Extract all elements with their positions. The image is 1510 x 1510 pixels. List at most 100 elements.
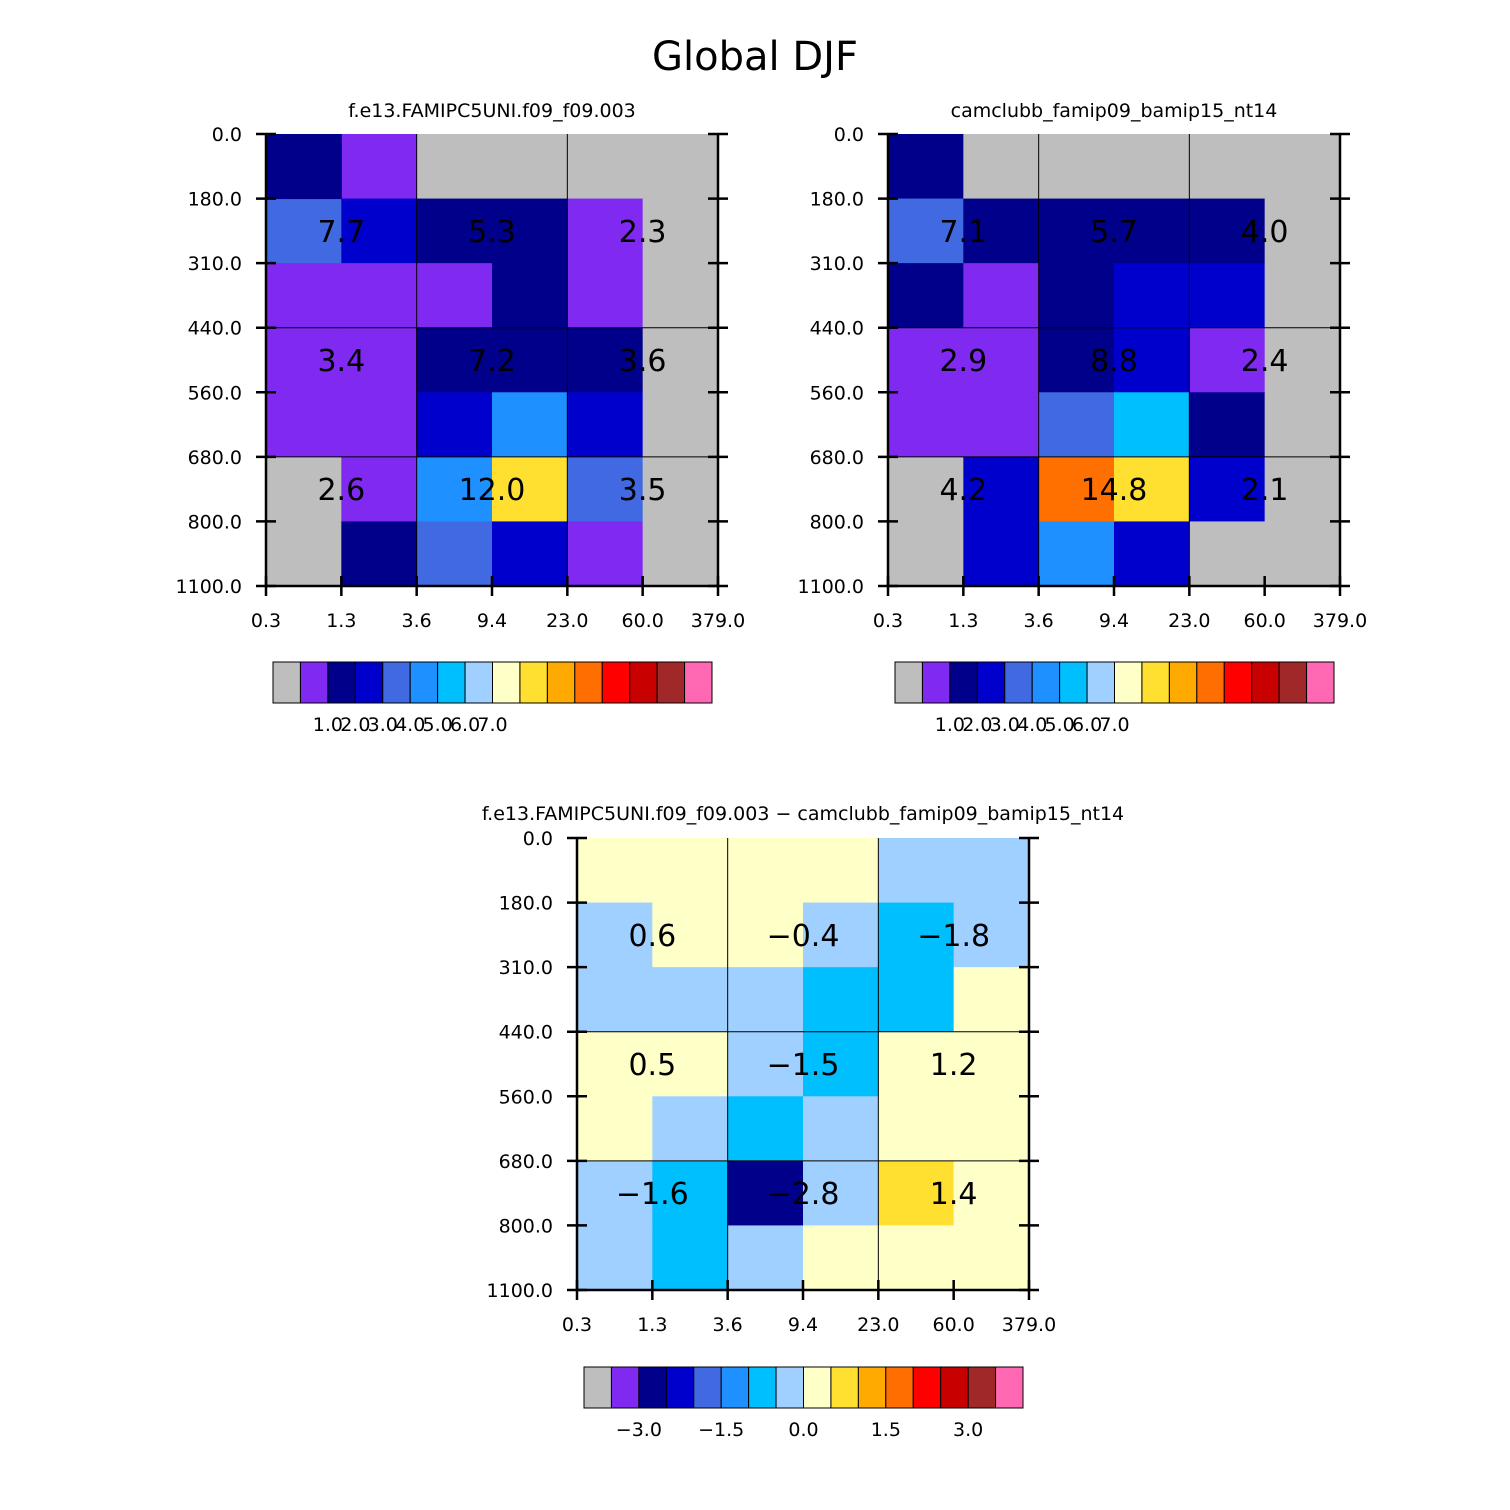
- cell-value-label: 14.8: [1081, 473, 1148, 508]
- colorbar-swatch: [921, 661, 951, 704]
- heatmap-cell: [266, 327, 342, 393]
- heatmap-cell: [1189, 327, 1266, 393]
- panel-title: f.e13.FAMIPC5UNI.f09_f09.003 − camclubb_…: [482, 803, 1124, 825]
- heatmap-cell: [803, 902, 879, 968]
- y-tick-label: 1100.0: [176, 576, 242, 598]
- heatmap-cell: [652, 1031, 729, 1097]
- colorbar-swatch: [1059, 661, 1088, 704]
- cell-value-label: 2.3: [619, 215, 667, 250]
- y-tick-label: 310.0: [188, 253, 242, 275]
- heatmap-cell: [1038, 392, 1115, 458]
- panel-title: f.e13.FAMIPC5UNI.f09_f09.003: [348, 100, 636, 122]
- heatmap-cell: [888, 263, 964, 329]
- heatmap-cell: [1264, 456, 1341, 522]
- colorbar-label: 2.0: [962, 714, 992, 736]
- colorbar-label: 6.0: [1072, 714, 1102, 736]
- y-tick-label: 440.0: [499, 1022, 553, 1044]
- cell-value-label: 7.1: [939, 215, 987, 250]
- heatmap-cell: [416, 392, 493, 458]
- x-tick-label: 1.3: [637, 1314, 667, 1336]
- colorbar-swatch: [995, 1366, 1024, 1409]
- cell-value-label: 2.9: [939, 344, 987, 379]
- y-tick-label: 680.0: [188, 447, 242, 469]
- colorbar-swatch: [409, 661, 439, 704]
- x-tick-label: 379.0: [1313, 610, 1367, 632]
- heatmap-cell: [577, 838, 653, 904]
- heatmap-cell: [1189, 198, 1266, 264]
- cell-value-label: −1.6: [616, 1177, 689, 1212]
- heatmap-cell: [266, 521, 342, 587]
- heatmap-cell: [953, 967, 1030, 1033]
- cell-value-label: 8.8: [1090, 344, 1138, 379]
- y-tick-label: 440.0: [810, 318, 864, 340]
- heatmap-cell: [727, 1225, 804, 1291]
- y-tick-label: 0.0: [834, 124, 864, 146]
- colorbar-swatch: [940, 1366, 969, 1409]
- cell-value-label: 3.4: [317, 344, 365, 379]
- heatmap-cell: [416, 521, 493, 587]
- chart-panel-1: 0.0 180.0 310.0 440.0 560.0 680.0 800.0 1100.0 0…: [176, 100, 746, 736]
- colorbar-swatch: [492, 661, 521, 704]
- y-tick-label: 680.0: [810, 447, 864, 469]
- x-tick-label: 3.6: [402, 610, 432, 632]
- colorbar-swatch: [601, 661, 631, 704]
- heatmap-cell: [888, 456, 964, 522]
- x-tick-label: 0.3: [251, 610, 281, 632]
- y-tick-label: 440.0: [188, 318, 242, 340]
- colorbar-swatch: [976, 661, 1006, 704]
- cell-value-label: 3.5: [619, 473, 667, 508]
- colorbar-label: 5.0: [423, 714, 453, 736]
- colorbar-label: 2.0: [340, 714, 370, 736]
- x-tick-label: 60.0: [622, 610, 664, 632]
- heatmap-cell: [727, 838, 804, 904]
- heatmap-cell: [878, 838, 955, 904]
- heatmap-cell: [577, 967, 653, 1033]
- colorbar-swatch: [775, 1366, 804, 1409]
- heatmap-cell: [577, 1031, 653, 1097]
- heatmap-cell: [963, 263, 1040, 329]
- colorbar-label: 7.0: [477, 714, 507, 736]
- heatmap-cell: [803, 1031, 879, 1097]
- heatmap-cell: [652, 838, 729, 904]
- heatmap-cell: [1189, 456, 1266, 522]
- heatmap-cell: [1189, 392, 1266, 458]
- heatmap-cell: [642, 327, 719, 393]
- colorbar-swatch: [1168, 661, 1198, 704]
- y-tick-label: 180.0: [810, 189, 864, 211]
- cell-value-label: −0.4: [767, 919, 840, 954]
- heatmap-cell: [416, 263, 493, 329]
- colorbar-swatch: [894, 661, 923, 704]
- colorbar-label: 4.0: [395, 714, 425, 736]
- cell-value-label: −1.5: [767, 1048, 840, 1083]
- heatmap-cell: [803, 838, 879, 904]
- heatmap-cell: [1038, 134, 1115, 200]
- heatmap-cell: [492, 198, 568, 264]
- heatmap-cell: [963, 392, 1040, 458]
- heatmap-cell: [1264, 134, 1341, 200]
- panel-title: camclubb_famip09_bamip15_nt14: [951, 100, 1278, 122]
- heatmap-cell: [642, 521, 719, 587]
- chart-panel-3: 0.0 180.0 310.0 440.0 560.0 680.0 800.0 1100.0 0…: [482, 803, 1124, 1441]
- heatmap-cell: [963, 521, 1040, 587]
- heatmap-cell: [953, 838, 1030, 904]
- x-tick-label: 23.0: [1168, 610, 1210, 632]
- colorbar-swatch: [629, 661, 658, 704]
- heatmap-cell: [1114, 392, 1190, 458]
- heatmap-cell: [878, 902, 955, 968]
- colorbar-swatch: [1004, 661, 1033, 704]
- heatmap-cell: [803, 1160, 879, 1226]
- heatmap-cell: [492, 392, 568, 458]
- x-tick-label: 1.3: [326, 610, 356, 632]
- x-tick-label: 0.3: [562, 1314, 592, 1336]
- y-tick-label: 560.0: [810, 382, 864, 404]
- colorbar-label: 6.0: [450, 714, 480, 736]
- heatmap-cell: [888, 198, 964, 264]
- colorbar-swatch: [299, 661, 329, 704]
- colorbar-label: 4.0: [1017, 714, 1047, 736]
- colorbar-swatch: [693, 1366, 722, 1409]
- heatmap-cell: [266, 198, 342, 264]
- colorbar-swatch: [464, 661, 493, 704]
- colorbar-swatch: [1278, 661, 1308, 704]
- colorbar-swatch: [1196, 661, 1225, 704]
- colorbar-swatch: [1086, 661, 1115, 704]
